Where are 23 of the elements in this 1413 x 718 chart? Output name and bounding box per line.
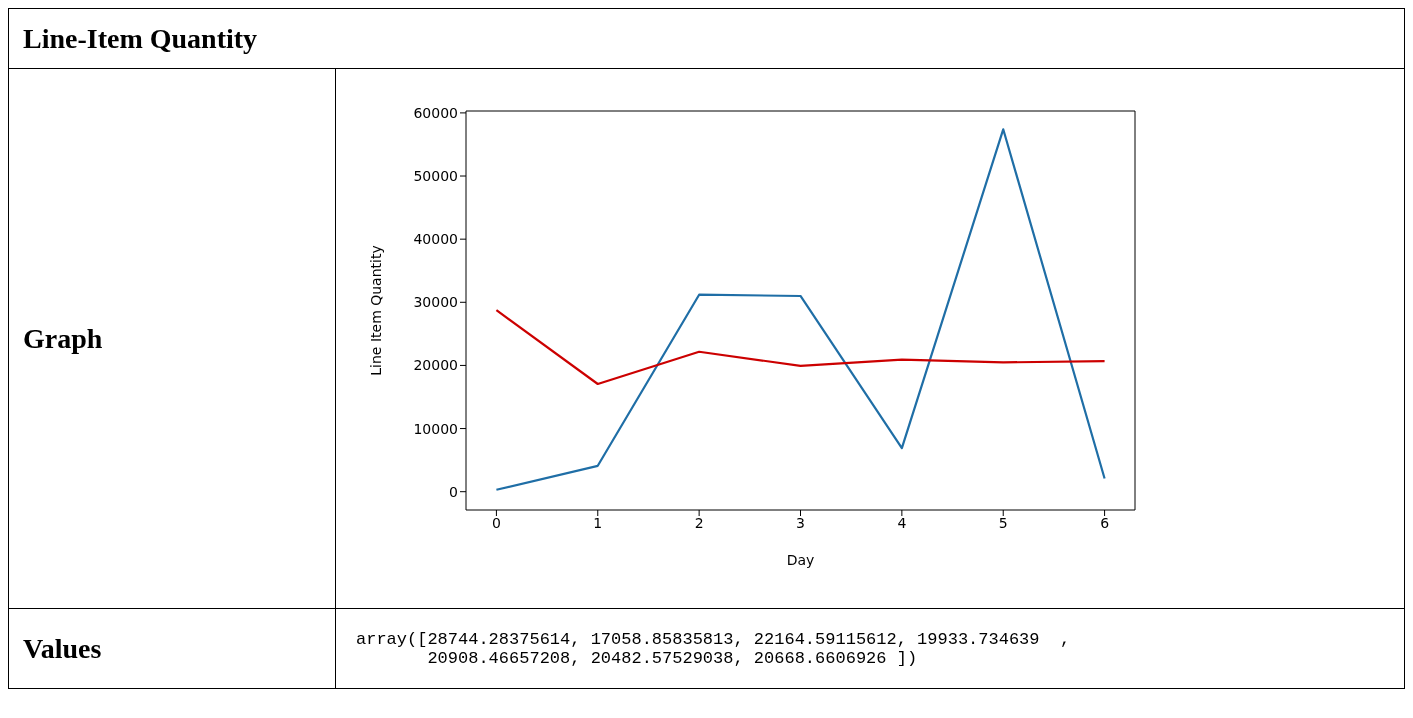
- y-tick-label: 20000: [413, 357, 458, 374]
- text: 20908.46657208, 20482.57529038, 20668.6606926 ]): [426, 648, 919, 668]
- x-tick-label: 2: [694, 514, 704, 531]
- y-tick-label: 0: [449, 483, 458, 500]
- text: Graph: [8, 68, 336, 609]
- text: Line-Item Quantity: [8, 8, 1405, 69]
- x-tick-label: 0: [491, 514, 501, 531]
- y-tick-label: 10000: [413, 420, 458, 437]
- x-tick-label: 4: [897, 514, 907, 531]
- y-tick-label: 60000: [413, 104, 458, 121]
- y-axis-title: Line Item Quantity: [367, 245, 384, 376]
- y-tick-label: 40000: [413, 231, 458, 248]
- x-tick-label: 5: [998, 514, 1008, 531]
- x-axis-title: Day: [786, 552, 815, 568]
- line-series: [495, 309, 1106, 386]
- line-series: [495, 128, 1106, 491]
- x-tick-label: 3: [796, 514, 805, 531]
- y-tick-label: 50000: [413, 168, 458, 184]
- x-tick-label: 6: [1100, 514, 1110, 531]
- text: array([28744.28375614, 17058.85835813, 22164.59115612, 19933.734639 ,: [356, 629, 1072, 649]
- y-tick-label: 30000: [413, 294, 458, 311]
- text: Values: [8, 608, 336, 689]
- x-tick-label: 1: [593, 514, 603, 531]
